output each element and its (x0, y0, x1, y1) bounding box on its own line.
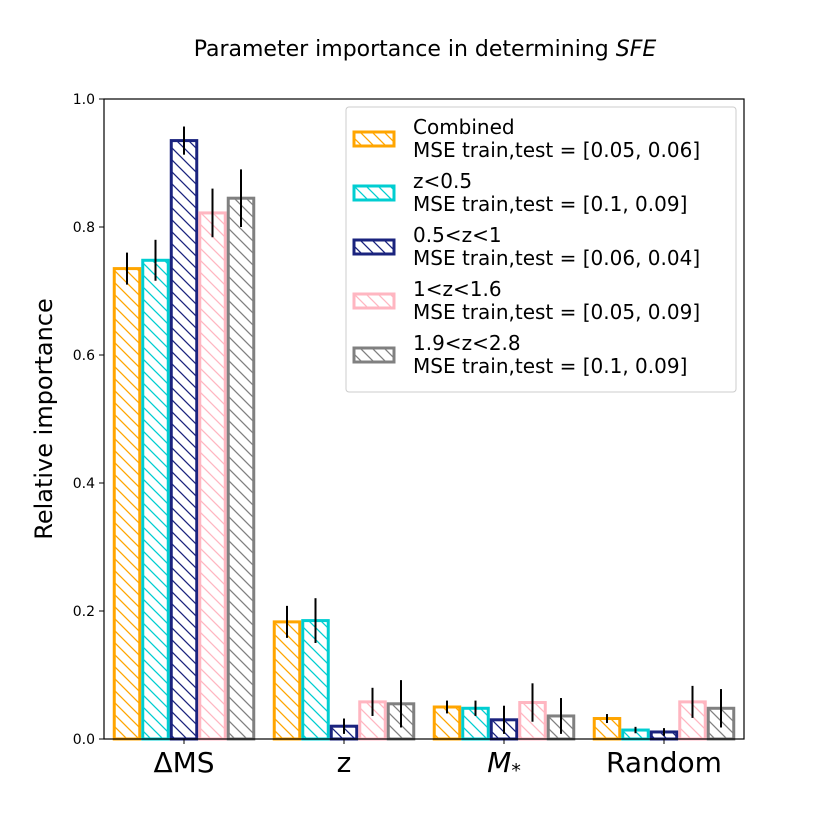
y-axis-label: Relative importance (30, 298, 58, 540)
x-tick-label: M* (487, 746, 521, 782)
legend-mse: MSE train,test = [0.06, 0.04] (413, 246, 700, 270)
y-axis: 0.0 0.2 0.4 0.6 0.8 1.0 (73, 92, 104, 748)
legend-mse: MSE train,test = [0.05, 0.06] (413, 138, 700, 162)
legend-label: 0.5<z<1 (413, 223, 502, 247)
x-tick-label: ΔMS (153, 746, 214, 779)
legend-swatch (352, 238, 396, 256)
legend-label: Combined (413, 115, 515, 139)
y-tick-label: 1.0 (73, 92, 95, 108)
legend-swatch (352, 346, 396, 364)
legend-mse: MSE train,test = [0.05, 0.09] (413, 300, 700, 324)
x-tick-label: z (337, 746, 352, 779)
bar-series0-cat0 (112, 267, 142, 741)
y-tick-label: 0.4 (73, 476, 95, 492)
legend: Combined MSE train,test = [0.05, 0.06] z<… (345, 106, 737, 393)
legend-swatch (352, 292, 396, 310)
x-tick-label: Random (606, 746, 722, 779)
legend-swatch (352, 130, 396, 148)
bar-series1-cat0 (141, 258, 170, 741)
plot-frame (103, 98, 745, 740)
bar-series0-cat1 (272, 620, 302, 741)
legend-label: z<0.5 (413, 169, 472, 193)
chart-title: Parameter importance in determining SFE (194, 37, 657, 62)
legend-box (345, 106, 737, 393)
bar-series2-cat0 (169, 139, 199, 741)
bar-series4-cat0 (226, 196, 256, 741)
y-tick-label: 0.6 (73, 348, 95, 364)
y-tick-label: 0.2 (73, 604, 95, 620)
x-axis: ΔMS z M* Random (153, 739, 722, 782)
y-tick-label: 0.0 (73, 732, 95, 748)
y-tick-label: 0.8 (73, 220, 95, 236)
legend-mse: MSE train,test = [0.1, 0.09] (413, 354, 687, 378)
legend-label: 1<z<1.6 (413, 277, 502, 301)
legend-swatch (352, 184, 396, 202)
error-bars-group (126, 126, 722, 736)
bar-series3-cat0 (198, 211, 227, 741)
legend-label: 1.9<z<2.8 (413, 331, 521, 355)
legend-mse: MSE train,test = [0.1, 0.09] (413, 192, 687, 216)
